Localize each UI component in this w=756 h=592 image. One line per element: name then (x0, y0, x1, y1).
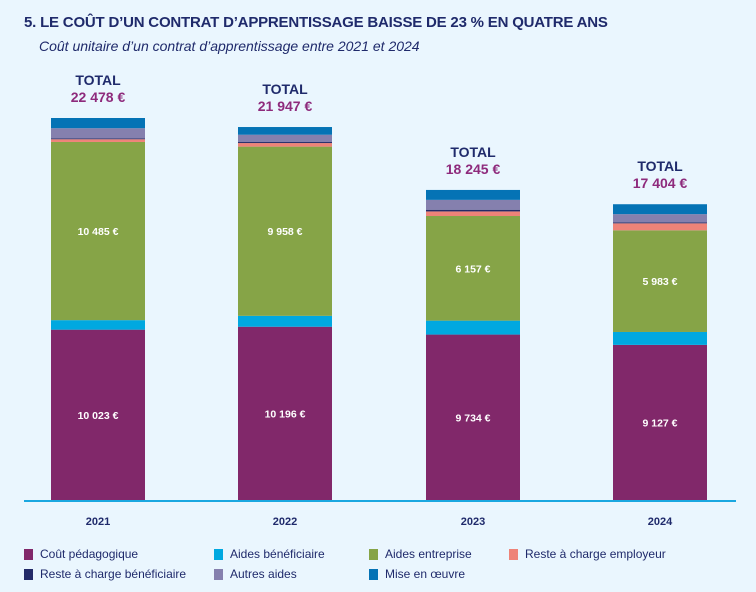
bar-segment-2024-aides-b-n-ficiaire (613, 331, 707, 345)
legend-item-reste-charge-beneficiaire: Reste à charge bénéficiaire (24, 567, 214, 581)
legend-swatch (509, 548, 518, 560)
x-tick-label: 2021 (86, 516, 110, 528)
bar-segment-2023-co-t-p-dagogique (426, 334, 520, 500)
legend-item-mise-en-oeuvre: Mise en œuvre (369, 567, 509, 581)
segment-value-label: 6 157 € (455, 263, 490, 275)
segment-value-label: 9 734 € (455, 412, 490, 424)
segment-value-label: 10 196 € (265, 408, 306, 420)
legend-item-aides-entreprise: Aides entreprise (369, 547, 509, 561)
total-label: TOTAL (262, 81, 308, 97)
legend-swatch (214, 548, 223, 560)
bar-segment-2022-autres-aides (238, 134, 332, 143)
legend-swatch (214, 568, 223, 580)
bar-segment-2024-co-t-p-dagogique (613, 344, 707, 500)
bar-segment-2021-reste-charge-employeur (51, 139, 145, 142)
total-label: TOTAL (637, 158, 683, 174)
legend-label: Aides entreprise (385, 547, 472, 561)
bar-segment-2023-reste-charge-employeur (426, 211, 520, 217)
segment-value-label: 10 023 € (78, 410, 119, 422)
segment-value-label: 9 127 € (642, 417, 677, 429)
x-tick-label: 2023 (461, 516, 485, 528)
legend-item-cout-pedagogique: Coût pédagogique (24, 547, 214, 561)
bar-segment-2022-mise-en-uvre (238, 127, 332, 135)
bar-segment-2024-reste-charge-b-n-ficiaire (613, 222, 707, 224)
bar-segment-2021-autres-aides (51, 128, 145, 139)
segment-value-label: 5 983 € (642, 276, 677, 288)
bar-segment-2021-aides-entreprise (51, 141, 145, 321)
bar-segment-2022-reste-charge-employeur (238, 143, 332, 147)
bar-segment-2023-mise-en-uvre (426, 189, 520, 200)
legend-swatch (24, 568, 33, 580)
total-label: TOTAL (75, 72, 121, 88)
legend-label: Aides bénéficiaire (230, 547, 325, 561)
legend-label: Autres aides (230, 567, 297, 581)
bar-segment-2024-aides-entreprise (613, 230, 707, 332)
x-tick-label: 2022 (273, 516, 297, 528)
chart-subtitle: Coût unitaire d’un contrat d’apprentissa… (39, 38, 420, 54)
bar-segment-2024-autres-aides (613, 214, 707, 223)
bar-segment-2023-reste-charge-b-n-ficiaire (426, 209, 520, 212)
bar-segment-2023-aides-entreprise (426, 216, 520, 321)
legend-swatch (369, 568, 378, 580)
bar-segment-2024-mise-en-uvre (613, 204, 707, 215)
legend-swatch (369, 548, 378, 560)
bar-segment-2022-aides-entreprise (238, 146, 332, 316)
bar-segment-2022-aides-b-n-ficiaire (238, 315, 332, 327)
segment-value-label: 9 958 € (267, 226, 302, 238)
legend: Coût pédagogique Aides bénéficiaire Aide… (24, 547, 744, 581)
total-value: 21 947 € (258, 98, 313, 114)
total-value: 17 404 € (633, 175, 688, 191)
total-label: TOTAL (450, 144, 496, 160)
total-value: 18 245 € (446, 161, 501, 177)
bar-segment-2024-reste-charge-employeur (613, 223, 707, 231)
legend-item-autres-aides: Autres aides (214, 567, 369, 581)
x-tick-label: 2024 (648, 516, 673, 528)
bar-segment-2022-co-t-p-dagogique (238, 326, 332, 500)
bar-segment-2023-aides-b-n-ficiaire (426, 320, 520, 335)
segment-value-label: 10 485 € (78, 226, 119, 238)
bar-segment-2022-reste-charge-b-n-ficiaire (238, 142, 332, 144)
legend-label: Mise en œuvre (385, 567, 466, 581)
bar-segment-2021-mise-en-uvre (51, 118, 145, 129)
chart-title: 5. LE COÛT D’UN CONTRAT D’APPRENTISSAGE … (24, 14, 608, 31)
bar-segment-2021-aides-b-n-ficiaire (51, 320, 145, 330)
legend-label: Reste à charge bénéficiaire (40, 567, 187, 581)
bar-segment-2021-reste-charge-b-n-ficiaire (51, 138, 145, 140)
legend-label: Reste à charge employeur (525, 547, 666, 561)
bar-segment-2021-co-t-p-dagogique (51, 329, 145, 500)
total-value: 22 478 € (71, 89, 126, 105)
legend-swatch (24, 548, 33, 560)
legend-item-aides-beneficiaire: Aides bénéficiaire (214, 547, 369, 561)
bar-segment-2023-autres-aides (426, 199, 520, 210)
legend-label: Coût pédagogique (40, 547, 139, 561)
legend-item-reste-charge-employeur: Reste à charge employeur (509, 547, 729, 561)
